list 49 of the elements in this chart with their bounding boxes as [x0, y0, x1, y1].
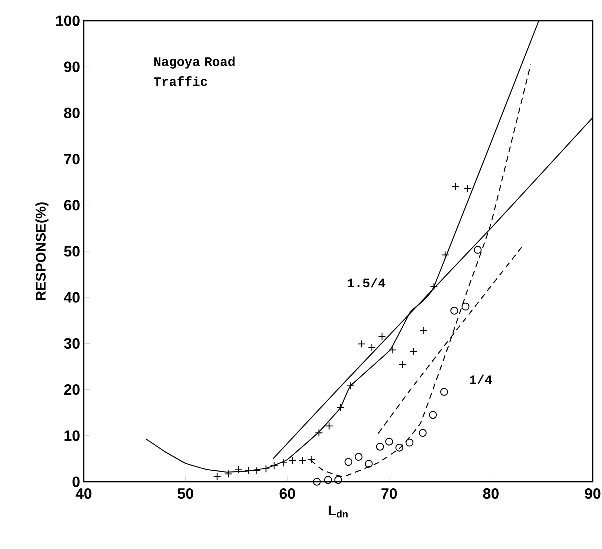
y-tick-label: 40 [64, 292, 80, 303]
point [324, 476, 332, 484]
x-tick-label: 90 [585, 488, 601, 500]
point [313, 478, 322, 486]
annotation: Nagoya Road Traffic [154, 56, 235, 86]
y-tick-label: 0 [72, 476, 80, 488]
point [419, 429, 427, 438]
point [440, 388, 448, 396]
y-tick-label: 50 [64, 246, 80, 257]
annotation: 1.5/4 [348, 278, 386, 288]
point [450, 307, 458, 315]
y-tick-label: 20 [64, 384, 80, 396]
annotation: 1/4 [470, 374, 492, 384]
x-tick-label: 80 [483, 488, 499, 500]
point [464, 184, 472, 193]
x-axis-title: L$_{dn}$ [328, 506, 348, 518]
point [298, 456, 307, 465]
y-tick-label: 10 [64, 430, 80, 442]
point [441, 251, 450, 260]
y-tick-label: 60 [64, 200, 80, 211]
point [378, 332, 386, 341]
point [344, 458, 353, 466]
point [406, 438, 414, 447]
y-tick-label: 80 [64, 108, 80, 118]
y-axis-title: RESPONSE(%) [36, 202, 49, 300]
point [376, 443, 384, 451]
point [325, 422, 334, 430]
point [288, 456, 297, 465]
x-tick-label: 40 [76, 488, 92, 500]
point [365, 460, 373, 468]
y-tick-label: 100 [56, 16, 80, 26]
x-tick-label: 70 [382, 488, 398, 500]
point [474, 246, 482, 254]
point [334, 476, 342, 484]
y-tick-label: 70 [64, 154, 80, 165]
point [358, 340, 366, 348]
x-tick-label: 50 [178, 488, 194, 500]
point [398, 360, 407, 369]
point [429, 411, 438, 420]
y-tick-label: 90 [64, 62, 80, 72]
point [315, 429, 324, 438]
point [270, 462, 278, 470]
point [385, 438, 394, 446]
point [462, 302, 470, 311]
y-tick-label: 30 [64, 338, 80, 350]
x-tick-label: 60 [280, 488, 296, 500]
point [354, 453, 363, 462]
point [396, 444, 404, 452]
point [368, 344, 376, 352]
